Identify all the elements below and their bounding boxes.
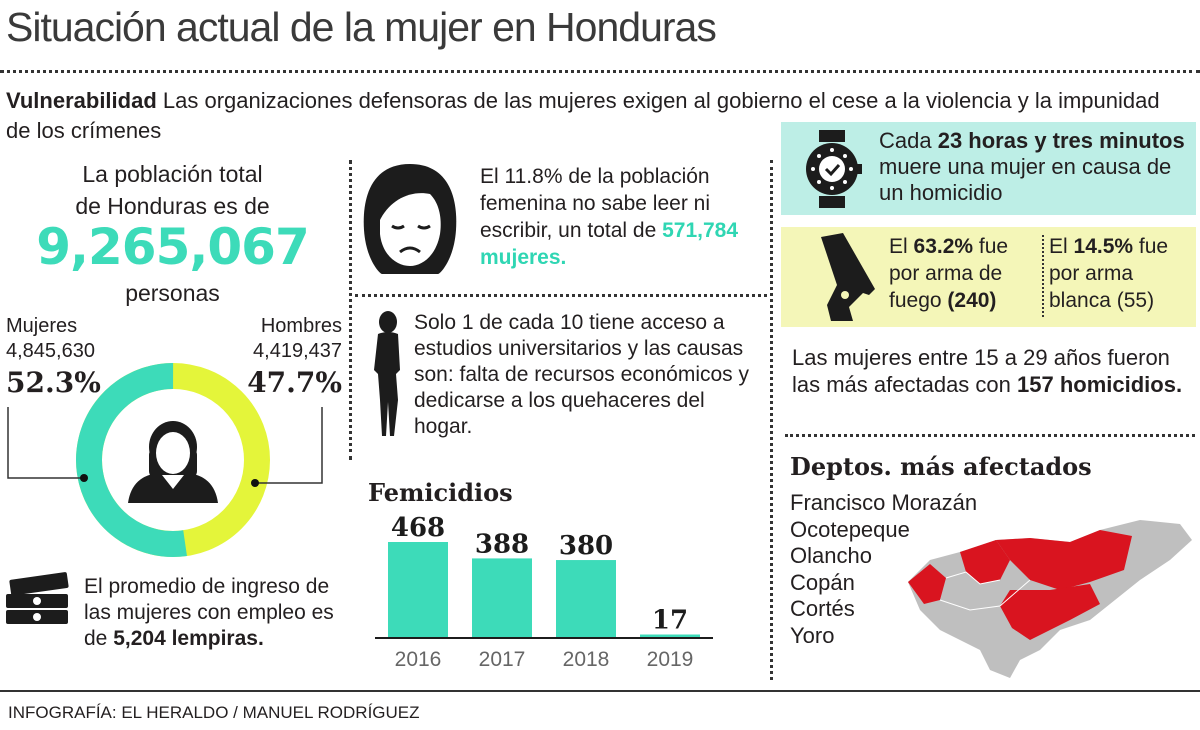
subtitle-text: Las organizaciones defensoras de las muj… <box>6 88 1160 143</box>
map-cortes-yoro <box>960 540 1010 584</box>
age-text: Las mujeres entre 15 a 29 años fueron la… <box>792 344 1192 398</box>
divider <box>785 434 1195 437</box>
university-text: Solo 1 de cada 10 tiene acceso a estudio… <box>414 311 749 438</box>
money-stack-icon <box>6 572 69 624</box>
knife-percent: 14.5% <box>1073 235 1134 258</box>
bar-value-label: 388 <box>475 529 529 559</box>
bar-category-label: 2016 <box>395 648 442 671</box>
weapons-box: El 63.2% fue por arma de fuego (240) El … <box>781 227 1196 327</box>
women-label: Mujeres 4,845,630 <box>6 314 95 364</box>
firearm-percent: 63.2% <box>913 235 974 258</box>
department-item: Francisco Morazán <box>790 490 978 515</box>
department-item: Ocotepeque <box>790 516 910 542</box>
bar-value-label: 380 <box>559 531 613 561</box>
honduras-map <box>908 520 1192 678</box>
department-item: Olancho <box>790 543 872 568</box>
men-category: Hombres <box>260 315 342 337</box>
watch-icon <box>806 130 862 208</box>
knife-pre: El <box>1049 235 1074 258</box>
bar-2016 <box>388 542 448 638</box>
map-francisco-morazan <box>1000 584 1100 640</box>
women-leader-dot <box>80 474 88 482</box>
age-body: Las mujeres entre 15 a 29 años fueron la… <box>792 345 1170 397</box>
men-label: Hombres 4,419,437 <box>200 314 342 364</box>
divider <box>355 294 767 297</box>
credit: INFOGRAFÍA: EL HERALDO / MANUEL RODRÍGUE… <box>8 703 420 722</box>
population-total: 9,265,067 <box>36 218 310 276</box>
bar-value-label: 468 <box>391 513 445 543</box>
income-body: El promedio de ingreso de las mujeres co… <box>84 575 334 650</box>
department-item: Copán <box>790 569 855 595</box>
departments-list: Francisco Morazán Ocotepeque Olancho Cop… <box>790 490 977 649</box>
departments-title: Deptos. más afectados <box>790 452 1092 481</box>
map-copan-ocotepeque <box>908 564 946 604</box>
population-line1: La población total <box>82 161 263 187</box>
population-line2: de Honduras es de <box>75 193 270 219</box>
homicide-rate-text: Cada 23 horas y tres minutos muere una m… <box>879 128 1194 206</box>
women-leader-line <box>7 407 84 479</box>
sad-woman-face-icon <box>363 164 457 274</box>
woman-silhouette-icon <box>374 311 400 436</box>
femicidios-title: Femicidios <box>368 478 513 507</box>
divider <box>0 70 1200 73</box>
divider <box>770 160 773 680</box>
department-item: Cortés <box>790 596 855 621</box>
homicide-bold: 23 horas y tres minutos <box>937 128 1185 153</box>
bar-category-label: 2018 <box>563 648 610 671</box>
subtitle: Vulnerabilidad Las organizaciones defens… <box>6 86 1186 146</box>
bar-category-label: 2017 <box>479 648 526 671</box>
women-percent: 52.3% <box>6 366 101 399</box>
bar-2019 <box>640 634 700 638</box>
population-unit: personas <box>125 280 220 306</box>
firearm-mid: fue por arma de fuego <box>889 235 1009 312</box>
subtitle-bold: Vulnerabilidad <box>6 88 157 113</box>
woman-avatar-icon <box>128 421 218 503</box>
firearm-pre: El <box>889 235 914 258</box>
bar-2017 <box>472 558 532 638</box>
men-count: 4,419,437 <box>253 340 342 362</box>
men-leader-dot <box>251 479 259 487</box>
bar-category-label: 2019 <box>647 648 694 671</box>
footer-divider <box>0 690 1200 692</box>
women-count: 4,845,630 <box>6 340 95 362</box>
men-leader-line <box>255 407 323 484</box>
firearm-count: (240) <box>947 289 997 312</box>
bar-value-label: 17 <box>652 606 688 636</box>
map-yoro-olancho <box>996 530 1132 590</box>
department-item: Yoro <box>790 622 835 648</box>
page-title: Situación actual de la mujer en Honduras <box>6 4 717 50</box>
men-percent: 47.7% <box>247 366 342 399</box>
income-value: 5,204 lempiras. <box>113 627 264 650</box>
age-value: 157 homicidios. <box>1017 372 1183 397</box>
homicide-post: muere una mujer en causa de un homicidio <box>879 154 1172 205</box>
knife-mid: fue por arma blanca (55) <box>1049 235 1169 312</box>
literacy-body: El 11.8% de la población femenina no sab… <box>480 165 710 242</box>
knife-text: El 14.5% fue por arma blanca (55) <box>1049 233 1195 314</box>
divider <box>1042 235 1044 317</box>
women-category: Mujeres <box>6 315 78 337</box>
firearm-text: El 63.2% fue por arma de fuego (240) <box>889 233 1039 314</box>
population-intro: La población total de Honduras es de <box>0 158 345 222</box>
homicide-pre: Cada <box>879 128 938 153</box>
homicide-rate-box: Cada 23 horas y tres minutos muere una m… <box>781 122 1196 215</box>
pistol-icon <box>821 233 875 321</box>
bar-2018 <box>556 560 616 638</box>
population-donut <box>7 363 323 557</box>
divider <box>349 160 352 460</box>
literacy-text: El 11.8% de la población femenina no sab… <box>480 163 765 271</box>
femicidios-bar-chart: 468 2016 388 2017 380 2018 17 2019 <box>375 513 713 671</box>
income-text: El promedio de ingreso de las mujeres co… <box>84 574 349 652</box>
literacy-value: 571,784 mujeres. <box>480 219 739 269</box>
